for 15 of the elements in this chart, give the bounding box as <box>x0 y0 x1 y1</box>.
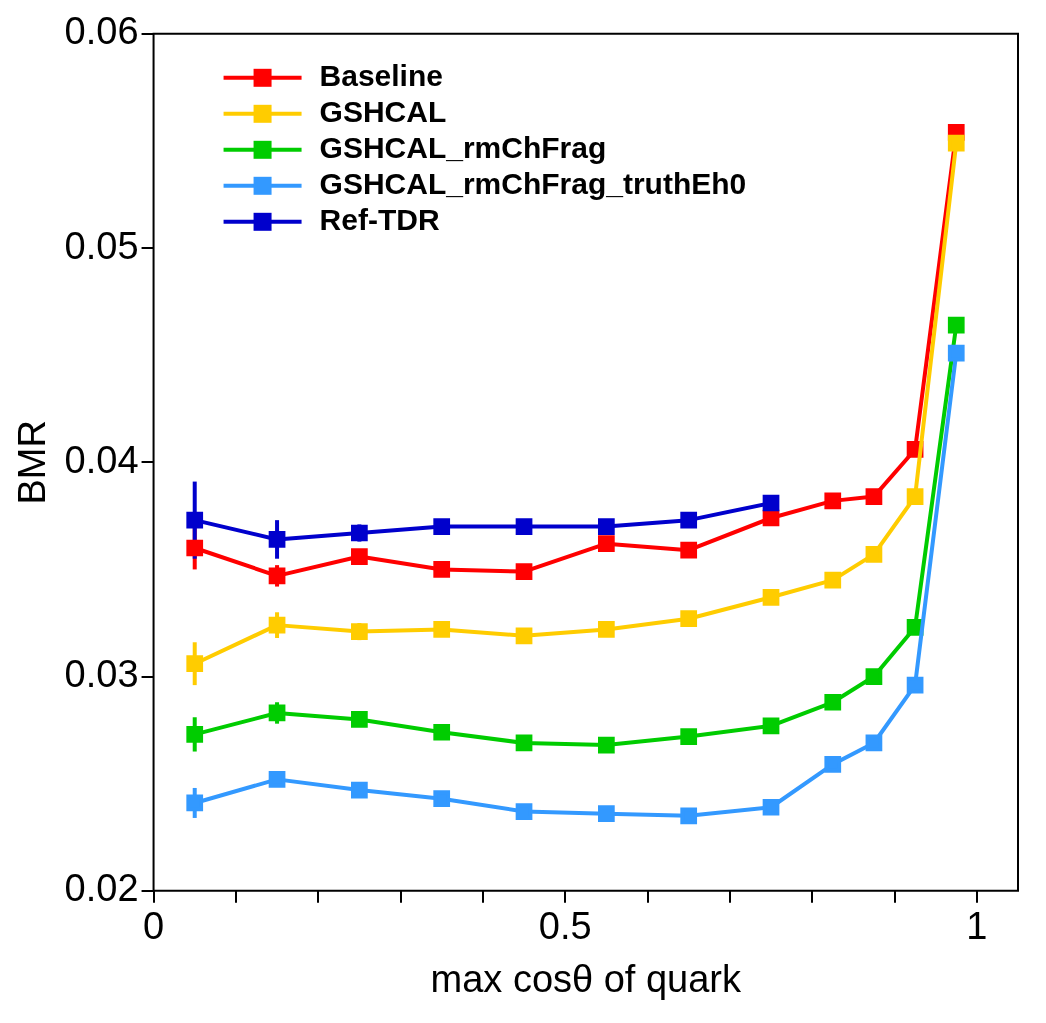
x-axis-title: max cosθ of quark <box>430 957 743 1000</box>
y-tick-label: 0.02 <box>64 867 139 910</box>
y-tick-label: 0.05 <box>64 224 139 267</box>
legend-label: Ref-TDR <box>319 203 440 237</box>
y-tick-label: 0.03 <box>64 653 139 696</box>
legend-label: GSHCAL_rmChFrag_truthEh0 <box>319 167 747 201</box>
y-tick-label: 0.04 <box>64 438 139 481</box>
legend-label: Baseline <box>319 59 443 93</box>
y-tick-label: 0.06 <box>64 10 139 53</box>
y-axis-title: BMR <box>11 420 54 505</box>
x-tick-label: 0 <box>142 905 165 948</box>
legend-label: GSHCAL <box>319 95 447 129</box>
legend-label: GSHCAL_rmChFrag <box>319 131 607 165</box>
x-tick-label: 0.5 <box>538 905 592 948</box>
x-tick-label: 1 <box>966 905 988 948</box>
